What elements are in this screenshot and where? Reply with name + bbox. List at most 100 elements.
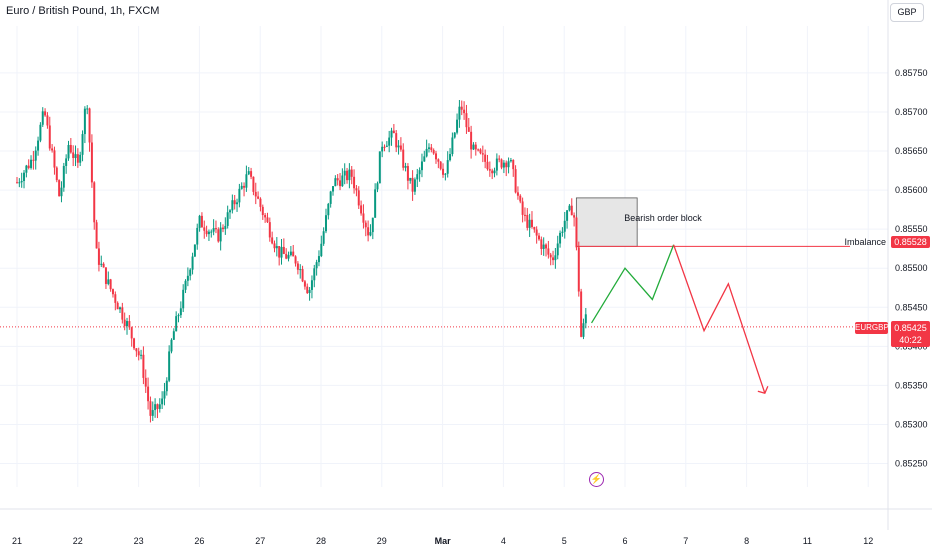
candle-body [90,142,93,183]
candle-body [147,386,150,402]
candle-body [83,108,86,135]
candle-body [221,227,224,230]
candle-body [282,246,285,254]
candle-body [182,289,185,309]
candle-body [172,331,175,340]
candle-body [273,243,276,249]
candle-body [399,145,402,150]
candle-body [200,215,203,228]
candle-body [547,248,550,255]
candle-body [285,253,288,259]
candle-body [362,213,365,223]
candle-body [430,147,433,150]
candle-body [189,269,192,276]
candle-body [41,111,44,125]
imbalance-price-tag: 0.85528 [891,236,930,248]
candle-body [580,291,583,337]
candle-body [409,177,412,181]
candle-body [62,165,65,188]
candle-body [287,255,290,259]
candle-body [341,175,344,187]
candle-body [327,203,330,216]
candle-body [423,156,426,162]
candle-body [435,153,438,160]
candle-body [67,144,70,159]
chart-title: Euro / British Pound, 1h, FXCM [6,5,160,17]
projection-down-path [673,244,766,394]
candle-body [198,215,201,228]
candle-body [294,256,297,264]
candle-body [474,144,477,150]
candle-body [413,179,416,192]
candle-body [458,106,461,120]
y-tick-label: 0.85650 [895,146,928,156]
candle-body [191,256,194,270]
event-bolt-icon[interactable]: ⚡ [589,472,604,487]
candle-body [278,246,281,258]
candle-body [93,182,96,223]
candle-body [381,146,384,152]
candle-body [184,280,187,290]
x-tick-label: 8 [744,536,749,546]
candle-body [465,113,468,128]
candle-body [570,205,573,216]
candle-body [32,159,35,161]
candle-body [233,200,236,205]
candle-body [34,150,37,161]
y-tick-label: 0.85350 [895,380,928,390]
candle-body [207,231,210,235]
x-tick-label: 28 [316,536,326,546]
candle-body [528,219,531,228]
candle-body [109,279,112,290]
candle-body [58,180,61,197]
last-price-tag: 0.85425 40:22 [891,321,930,347]
x-tick-label: 12 [863,536,873,546]
candle-body [203,227,206,231]
candle-body [20,180,23,183]
candle-body [376,183,379,190]
x-tick-label: 27 [255,536,265,546]
candle-body [442,168,445,175]
candle-body [523,214,526,216]
candle-body [369,232,372,236]
candle-body [53,150,56,168]
candle-body [224,225,227,230]
candle-body [140,354,143,356]
candle-body [137,351,140,356]
imbalance-label: Imbalance [844,237,886,247]
candle-body [374,189,377,218]
x-tick-label: 22 [73,536,83,546]
y-tick-label: 0.85450 [895,302,928,312]
candle-body [76,154,79,163]
candle-body [411,177,414,192]
currency-button[interactable]: GBP [890,3,924,22]
candle-body [177,315,180,317]
x-tick-label: 26 [194,536,204,546]
candle-body [156,404,159,409]
candle-body [133,338,136,349]
candle-body [247,171,250,175]
candle-body [271,237,274,244]
candle-body [556,243,559,256]
candle-body [193,244,196,257]
candle-body [332,186,335,192]
candle-body [554,255,557,261]
candle-body [88,108,91,143]
candle-body [322,231,325,244]
candle-body [170,339,173,352]
candle-body [23,172,26,181]
candle-body [165,380,168,392]
candle-body [500,159,503,168]
candle-body [348,169,351,181]
candle-body [81,134,84,155]
y-tick-label: 0.85600 [895,185,928,195]
y-tick-label: 0.85500 [895,263,928,273]
candle-body [388,137,391,146]
candle-body [355,188,358,191]
y-tick-label: 0.85300 [895,419,928,429]
candle-body [470,131,473,150]
y-tick-label: 0.85250 [895,459,928,469]
candle-body [540,239,543,249]
candle-body [205,230,208,235]
